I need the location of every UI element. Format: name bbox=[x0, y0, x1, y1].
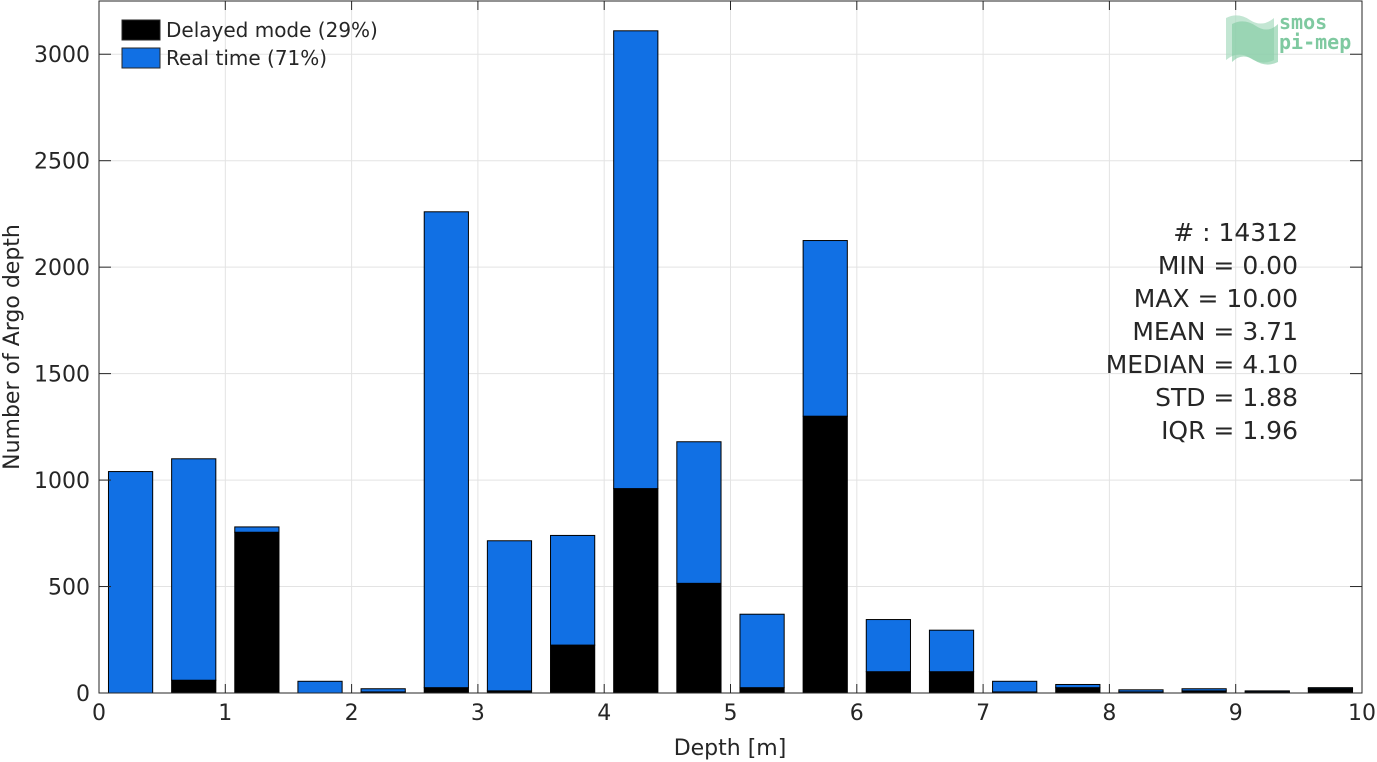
bars bbox=[107, 30, 1354, 694]
x-tick-label: 4 bbox=[597, 701, 611, 726]
bar-delayed-mode bbox=[739, 687, 785, 694]
legend-label-delayed: Delayed mode (29%) bbox=[166, 18, 378, 42]
bar-real-time bbox=[1181, 688, 1227, 692]
bar-delayed-mode bbox=[676, 582, 722, 694]
bar-real-time bbox=[676, 441, 722, 584]
bar-real-time bbox=[486, 540, 533, 692]
bar-real-time bbox=[1307, 687, 1354, 690]
bar-real-time bbox=[865, 619, 911, 673]
stats-box: # : 14312 MIN = 0.00 MAX = 10.00 MEAN = 3.7… bbox=[1106, 218, 1298, 445]
bar-delayed-mode bbox=[802, 415, 848, 694]
bar-real-time bbox=[739, 613, 785, 689]
stats-line: # : 14312 bbox=[1173, 218, 1298, 247]
x-tick-label: 3 bbox=[471, 701, 485, 726]
y-tick-label: 2500 bbox=[34, 150, 90, 175]
logo-line-1: smos bbox=[1279, 10, 1328, 34]
bar-delayed-mode bbox=[171, 679, 217, 694]
bar-real-time bbox=[1118, 689, 1164, 693]
bar-real-time bbox=[297, 680, 343, 694]
stats-line: MIN = 0.00 bbox=[1158, 251, 1298, 280]
x-tick-label: 5 bbox=[724, 701, 738, 726]
bar-delayed-mode bbox=[865, 671, 911, 694]
bar-real-time bbox=[423, 211, 469, 689]
bar-delayed-mode bbox=[928, 671, 975, 694]
bar-delayed-mode bbox=[234, 531, 280, 694]
x-tick-label: 8 bbox=[1102, 701, 1116, 726]
bar-real-time bbox=[171, 458, 217, 681]
y-tick-label: 2000 bbox=[34, 256, 90, 281]
stats-line: IQR = 1.96 bbox=[1161, 416, 1298, 445]
x-tick-label: 1 bbox=[218, 701, 232, 726]
bar-delayed-mode bbox=[550, 644, 596, 694]
x-tick-label: 6 bbox=[850, 701, 864, 726]
y-tick-label: 500 bbox=[48, 576, 90, 601]
stats-line: MEDIAN = 4.10 bbox=[1106, 350, 1298, 379]
bar-real-time bbox=[802, 240, 848, 417]
bar-real-time bbox=[550, 534, 596, 646]
y-tick-label: 0 bbox=[76, 682, 90, 707]
smos-pimep-logo: smos pi-mep bbox=[1224, 10, 1364, 66]
bar-real-time bbox=[613, 30, 659, 490]
bar-real-time bbox=[928, 629, 975, 673]
bar-delayed-mode bbox=[613, 488, 659, 694]
x-tick-label: 10 bbox=[1348, 701, 1376, 726]
legend-swatch-delayed bbox=[121, 19, 161, 41]
bar-delayed-mode bbox=[1307, 688, 1354, 694]
axis-ticks bbox=[98, 1, 1363, 694]
bar-real-time bbox=[1244, 690, 1290, 693]
logo-line-2: pi-mep bbox=[1279, 30, 1352, 54]
y-tick-label: 3000 bbox=[34, 43, 90, 68]
bar-real-time bbox=[107, 471, 154, 694]
y-axis-label: Number of Argo depth bbox=[0, 224, 25, 470]
x-tick-label: 2 bbox=[345, 701, 359, 726]
bar-real-time bbox=[234, 526, 280, 533]
x-tick-label: 0 bbox=[92, 701, 106, 726]
bar-real-time bbox=[360, 688, 406, 693]
stats-line: MEAN = 3.71 bbox=[1132, 317, 1298, 346]
x-tick-label: 9 bbox=[1229, 701, 1243, 726]
x-axis-label: Depth [m] bbox=[674, 736, 787, 761]
bar-delayed-mode bbox=[423, 687, 469, 694]
logo-waves-icon bbox=[1226, 15, 1278, 65]
stats-line: STD = 1.88 bbox=[1155, 383, 1298, 412]
legend-swatch-realtime bbox=[121, 47, 161, 69]
x-tick-label: 7 bbox=[976, 701, 990, 726]
bar-delayed-mode bbox=[1055, 687, 1101, 694]
bar-real-time bbox=[1055, 683, 1101, 689]
legend-label-realtime: Real time (71%) bbox=[166, 46, 327, 70]
y-tick-label: 1500 bbox=[34, 363, 90, 388]
legend: Delayed mode (29%) Real time (71%) bbox=[121, 18, 378, 70]
y-tick-label: 1000 bbox=[34, 469, 90, 494]
tick-labels: 0 1 2 3 4 5 6 7 8 9 10 0 500 1000 1500 2000 2500 3000 bbox=[34, 43, 1376, 726]
stats-line: MAX = 10.00 bbox=[1134, 284, 1298, 313]
bar-real-time bbox=[992, 680, 1038, 693]
